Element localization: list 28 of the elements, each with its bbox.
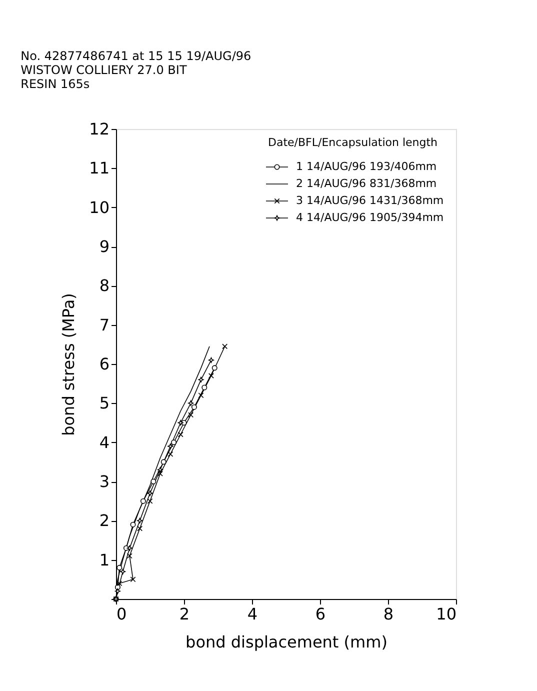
text: No. 42877486741 at 15 15 19/AUG/96	[20, 49, 252, 63]
y-tick-label: 10	[89, 198, 110, 217]
y-tick-label: 12	[89, 120, 110, 138]
y-tick-label: 1	[99, 550, 110, 570]
y-tick-label: 5	[99, 394, 110, 413]
y-tick-label: 3	[99, 472, 110, 491]
text: RESIN 165s	[20, 77, 90, 91]
y-tick-label: 9	[99, 237, 110, 256]
legend-label: 1 14/AUG/96 193/406mm	[296, 160, 437, 173]
x-tick-label: 10	[436, 604, 456, 624]
y-tick-label: 2	[99, 511, 110, 530]
x-tick-label: 6	[315, 604, 326, 624]
x-tick-label: 8	[383, 604, 394, 624]
x-tick-label: 2	[179, 604, 190, 624]
legend-label: 2 14/AUG/96 831/368mm	[296, 177, 437, 190]
x-tick-label: 0	[116, 604, 127, 624]
y-tick-label: 6	[99, 354, 110, 374]
y-tick-label: 4	[99, 432, 110, 452]
text: WISTOW COLLIERY 27.0 BIT	[20, 63, 188, 77]
legend-title: Date/BFL/Encapsulation length	[268, 136, 438, 149]
x-axis-title: bond displacement (mm)	[186, 632, 388, 652]
x-tick-label: 4	[247, 604, 258, 624]
legend-label: 4 14/AUG/96 1905/394mm	[296, 211, 444, 224]
y-tick-label: 8	[99, 276, 110, 296]
y-axis-title: bond stress (MPa)	[59, 293, 78, 436]
legend-label: 3 14/AUG/96 1431/368mm	[296, 194, 444, 207]
y-tick-label: 7	[99, 315, 110, 334]
y-tick-label: 11	[89, 158, 110, 178]
